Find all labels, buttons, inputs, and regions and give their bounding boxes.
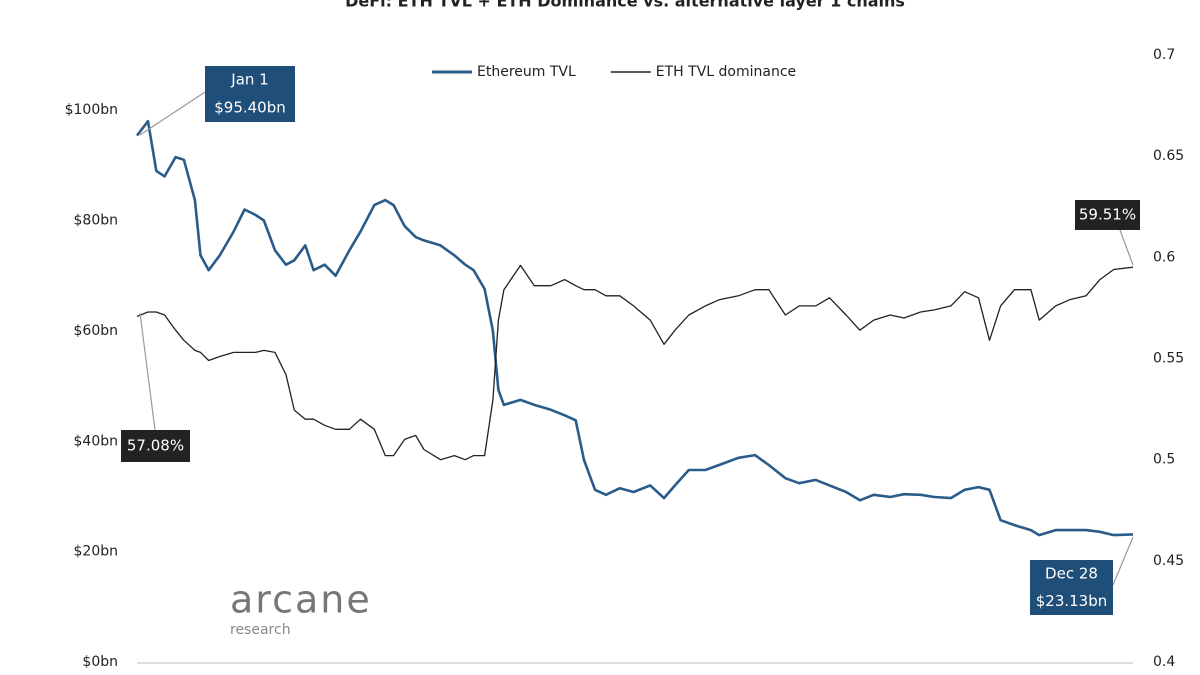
y-tick-label: $60bn [74, 323, 118, 339]
annotation-connector [139, 312, 156, 431]
series-line [135, 119, 1134, 537]
y-tick-label: $0bn [82, 654, 118, 670]
annotation-box [1030, 560, 1113, 615]
legend-label: Ethereum TVL [477, 64, 576, 80]
y2-tick-label: 0.4 [1153, 654, 1175, 670]
annotation-connector [1112, 536, 1134, 586]
y2-tick-label: 0.45 [1153, 553, 1184, 569]
legend-label: ETH TVL dominance [656, 64, 796, 80]
annotation-connector [139, 91, 206, 136]
annotation-connector [1119, 229, 1134, 266]
annotation-box [1075, 200, 1140, 230]
annotation-box [121, 430, 190, 462]
y-tick-label: $80bn [74, 213, 118, 229]
y2-tick-label: 0.5 [1153, 452, 1175, 468]
annotation-text: $95.40bn [214, 99, 286, 117]
annotation-text: 59.51% [1079, 206, 1136, 224]
annotation-text: $23.13bn [1036, 592, 1108, 610]
series-line [136, 264, 1134, 461]
y2-tick-label: 0.65 [1153, 148, 1184, 164]
annotation-text: Jan 1 [230, 71, 268, 89]
annotation-text: Dec 28 [1045, 564, 1098, 582]
y2-tick-label: 0.7 [1153, 47, 1175, 63]
y-tick-label: $20bn [74, 544, 118, 560]
annotation-box [205, 66, 295, 122]
y2-tick-label: 0.6 [1153, 249, 1175, 265]
y-tick-label: $100bn [65, 102, 118, 118]
watermark: arcane [230, 578, 372, 622]
y2-tick-label: 0.55 [1153, 351, 1184, 367]
watermark-sub: research [230, 622, 291, 638]
y-tick-label: $40bn [74, 433, 118, 449]
annotation-text: 57.08% [127, 437, 184, 455]
chart-title: DeFi: ETH TVL + ETH Dominance vs. altern… [345, 0, 905, 11]
